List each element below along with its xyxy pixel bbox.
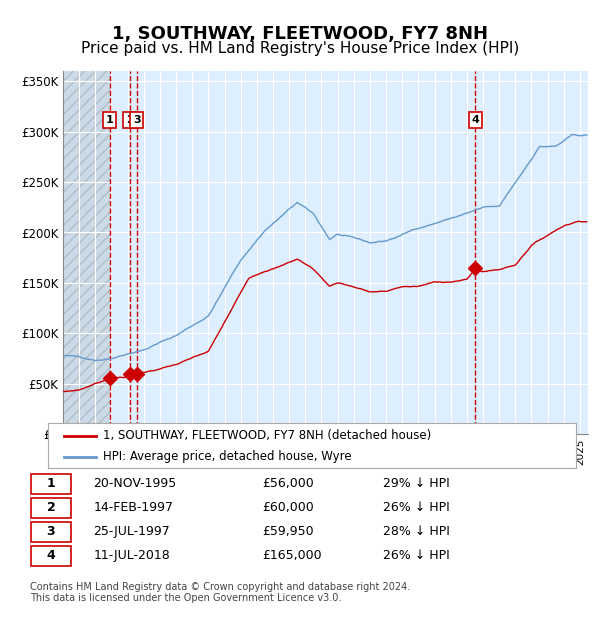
FancyBboxPatch shape — [31, 546, 71, 566]
Text: Contains HM Land Registry data © Crown copyright and database right 2024.: Contains HM Land Registry data © Crown c… — [30, 582, 410, 592]
Text: 25-JUL-1997: 25-JUL-1997 — [94, 525, 170, 538]
Text: 4: 4 — [472, 115, 479, 125]
FancyBboxPatch shape — [31, 474, 71, 494]
Text: 3: 3 — [47, 525, 55, 538]
Text: 20-NOV-1995: 20-NOV-1995 — [94, 477, 177, 490]
Text: £59,950: £59,950 — [262, 525, 313, 538]
Text: 1: 1 — [106, 115, 113, 125]
Text: 3: 3 — [133, 115, 140, 125]
Bar — [63, 71, 110, 434]
Text: 1, SOUTHWAY, FLEETWOOD, FY7 8NH (detached house): 1, SOUTHWAY, FLEETWOOD, FY7 8NH (detache… — [103, 430, 431, 443]
Text: 11-JUL-2018: 11-JUL-2018 — [94, 549, 170, 562]
Text: Price paid vs. HM Land Registry's House Price Index (HPI): Price paid vs. HM Land Registry's House … — [81, 41, 519, 56]
Text: £60,000: £60,000 — [262, 501, 314, 514]
FancyBboxPatch shape — [31, 498, 71, 518]
Text: £165,000: £165,000 — [262, 549, 322, 562]
Text: 4: 4 — [47, 549, 55, 562]
Text: £56,000: £56,000 — [262, 477, 314, 490]
Bar — [63, 71, 110, 434]
Text: 29% ↓ HPI: 29% ↓ HPI — [383, 477, 450, 490]
Text: HPI: Average price, detached house, Wyre: HPI: Average price, detached house, Wyre — [103, 451, 352, 463]
Text: 1: 1 — [47, 477, 55, 490]
Text: 14-FEB-1997: 14-FEB-1997 — [94, 501, 173, 514]
Text: 2: 2 — [47, 501, 55, 514]
Text: This data is licensed under the Open Government Licence v3.0.: This data is licensed under the Open Gov… — [30, 593, 341, 603]
Text: 26% ↓ HPI: 26% ↓ HPI — [383, 501, 450, 514]
Text: 28% ↓ HPI: 28% ↓ HPI — [383, 525, 450, 538]
Text: 2: 2 — [125, 115, 133, 125]
FancyBboxPatch shape — [31, 522, 71, 542]
Text: 1, SOUTHWAY, FLEETWOOD, FY7 8NH: 1, SOUTHWAY, FLEETWOOD, FY7 8NH — [112, 25, 488, 43]
Text: 26% ↓ HPI: 26% ↓ HPI — [383, 549, 450, 562]
